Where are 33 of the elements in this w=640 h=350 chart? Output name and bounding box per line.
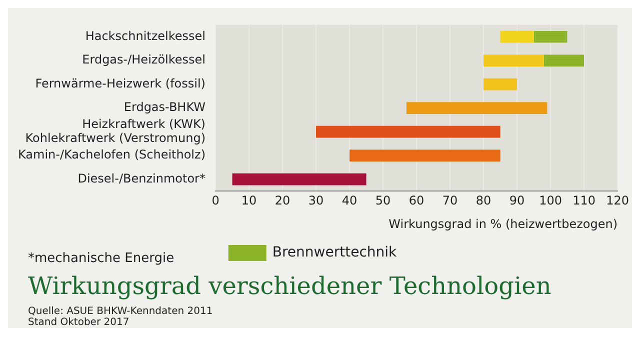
x-tick-label: 20 [274,194,290,208]
y-tick-label: Hackschnitzelkessel [85,28,206,43]
bar [406,102,548,114]
text: Wirkungsgrad verschiedener Technologien [27,271,552,302]
bar [316,126,500,138]
x-tick-label: 10 [241,194,257,208]
source-note: Quelle: ASUE BHKW-Kenndaten 2011 [27,306,214,317]
x-tick-label: 30 [308,194,324,208]
bar [484,54,544,66]
text: *mechanische Energie [28,251,174,266]
x-tick-label: 120 [606,194,629,208]
text: Stand Oktober 2017 [27,317,130,328]
bar [500,30,534,43]
x-tick-label: 80 [476,194,492,208]
x-tick-label: 70 [442,194,458,208]
y-tick-label: Erdgas-/Heizölkessel [82,52,206,67]
bar [350,150,500,162]
y-tick-label: Heizkraftwerk (KWK) Kohlekraftwerk (Verstromung) [25,117,206,145]
bar [232,173,366,186]
x-tick-label: 100 [539,194,562,208]
x-axis-title: Wirkungsgrad in % (heizwertbezogen) [388,216,618,231]
y-tick-label: Fernwärme-Heizwerk (fossil) [35,76,206,90]
x-tick-label: 50 [375,194,391,208]
x-tick-label: 110 [572,194,596,208]
x-tick-label: 60 [408,194,424,208]
legend-label: Brennwerttechnik [272,244,398,261]
x-tick-label: 0 [212,194,220,208]
y-tick-label: Erdgas-BHKW [124,100,206,114]
y-tick-label: Diesel-/Benzinmotor* [78,171,206,186]
y-tick-label: Kamin-/Kachelofen (Scheitholz) [18,148,206,162]
x-tick-label: 90 [509,194,525,208]
bar [484,78,518,90]
x-tick-label: 40 [342,194,358,208]
